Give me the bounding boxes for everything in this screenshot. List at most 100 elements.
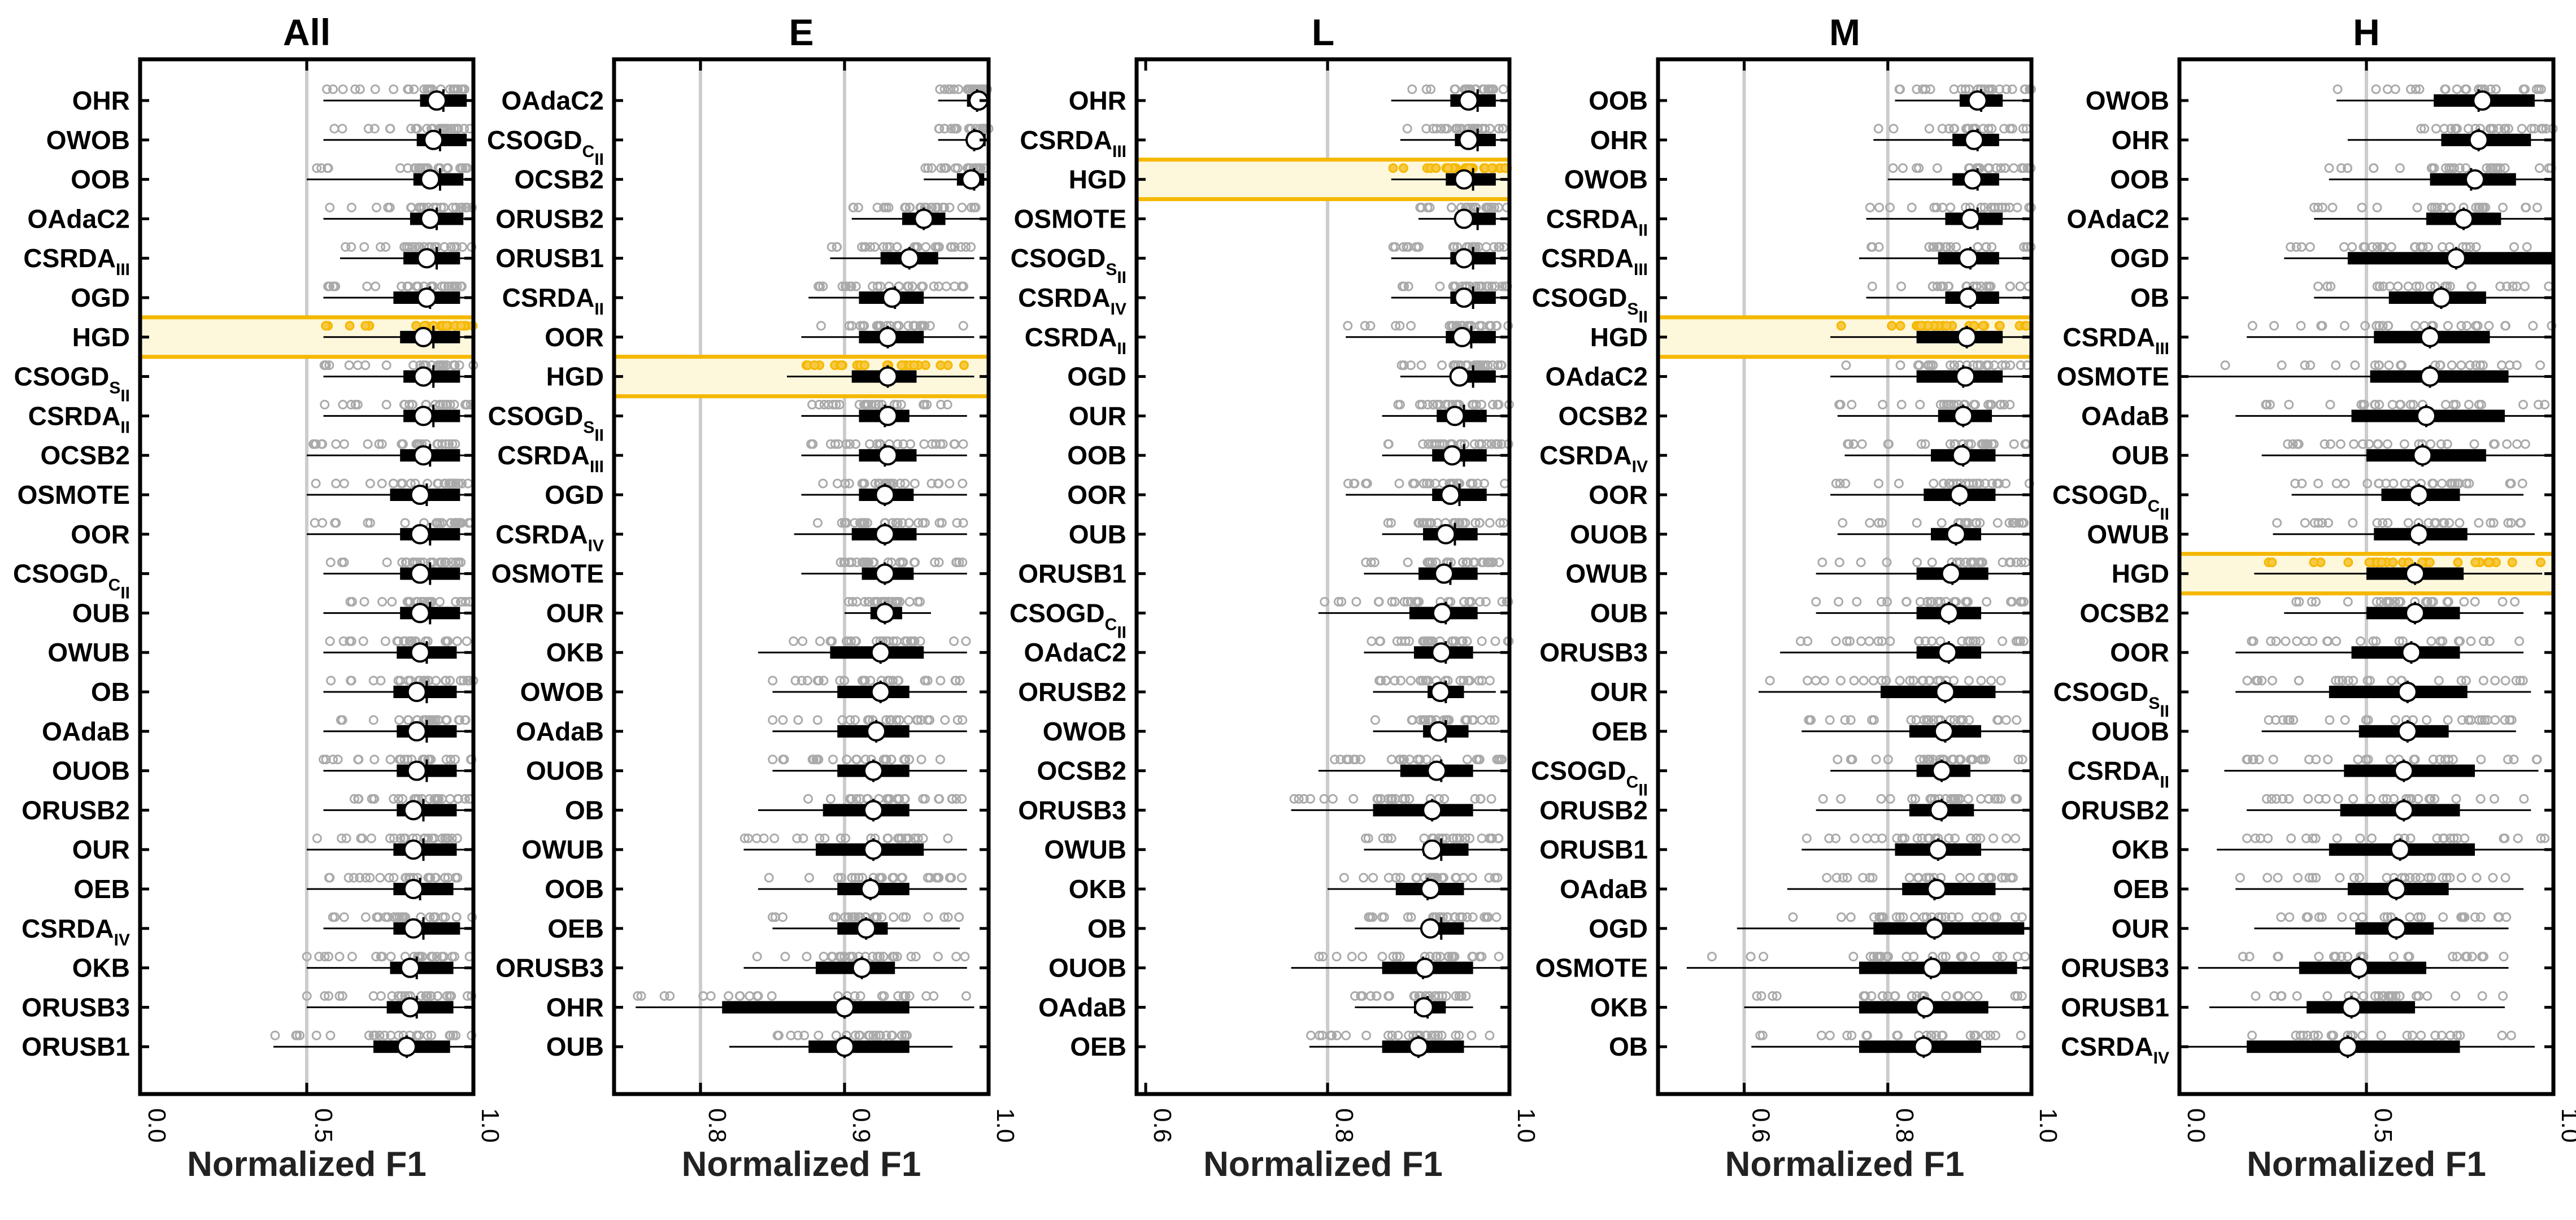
category-label: OAdaC2 bbox=[1024, 638, 1126, 667]
data-point bbox=[1978, 873, 1988, 883]
mean-marker bbox=[834, 1036, 855, 1057]
box-row: OSMOTE bbox=[1014, 202, 1512, 233]
box-row: OOB bbox=[2110, 163, 2556, 194]
category-label: OB bbox=[1087, 914, 1126, 943]
data-point bbox=[949, 124, 959, 134]
data-point bbox=[397, 991, 407, 1001]
data-point bbox=[2474, 715, 2484, 725]
data-point bbox=[311, 439, 321, 449]
category-label: OUB bbox=[546, 1032, 604, 1061]
box-row: OEB bbox=[1591, 715, 2025, 746]
box bbox=[1873, 922, 2025, 935]
x-tick-label: 1.0 bbox=[476, 1108, 504, 1143]
mean-marker bbox=[1913, 1036, 1934, 1057]
data-point bbox=[333, 755, 343, 765]
data-point bbox=[2540, 833, 2550, 843]
data-point bbox=[2388, 478, 2399, 489]
category-label: ORUSB2 bbox=[2061, 795, 2169, 825]
data-point bbox=[868, 557, 878, 568]
data-point bbox=[1415, 715, 1425, 725]
data-point bbox=[1865, 952, 1876, 962]
data-point bbox=[1995, 84, 2005, 94]
data-point bbox=[1964, 715, 1974, 725]
data-point bbox=[2265, 399, 2275, 409]
data-point bbox=[1987, 242, 1997, 252]
data-point bbox=[1928, 715, 1938, 725]
box-row: HGD bbox=[1590, 321, 2031, 352]
data-point bbox=[865, 1030, 875, 1040]
data-point bbox=[1494, 557, 1504, 568]
data-point bbox=[2485, 124, 2495, 134]
data-point bbox=[1871, 755, 1881, 765]
data-point bbox=[1893, 1030, 1903, 1040]
data-point bbox=[1817, 557, 1827, 568]
data-point bbox=[2382, 794, 2392, 804]
box-row: CSRDAIII bbox=[1541, 242, 2036, 279]
data-point bbox=[310, 518, 320, 528]
data-point bbox=[2309, 557, 2319, 568]
data-point bbox=[909, 557, 919, 568]
data-point bbox=[1439, 794, 1450, 804]
data-point bbox=[334, 991, 345, 1001]
data-point bbox=[323, 163, 333, 173]
data-point bbox=[1485, 1030, 1495, 1040]
data-point bbox=[324, 360, 334, 371]
data-point bbox=[1418, 478, 1429, 489]
data-point bbox=[1915, 399, 1925, 409]
data-point bbox=[1437, 360, 1447, 371]
data-point bbox=[2331, 636, 2342, 646]
data-point bbox=[1975, 833, 1986, 843]
data-point bbox=[1393, 399, 1403, 409]
data-point bbox=[1450, 636, 1460, 646]
data-point bbox=[2416, 912, 2426, 922]
data-point bbox=[1923, 360, 1933, 371]
category-label: ORUSB3 bbox=[1018, 795, 1126, 825]
data-point bbox=[959, 281, 969, 291]
data-point bbox=[1448, 952, 1459, 962]
data-point bbox=[441, 360, 451, 371]
category-label: CSRDAIV bbox=[21, 914, 130, 949]
data-point bbox=[2526, 124, 2536, 134]
data-point bbox=[2506, 518, 2516, 528]
mean-marker bbox=[2420, 366, 2440, 387]
category-label: OWOB bbox=[2086, 86, 2169, 115]
data-point bbox=[394, 794, 404, 804]
data-point bbox=[956, 873, 967, 883]
data-point bbox=[1422, 518, 1432, 528]
data-point bbox=[2379, 912, 2390, 922]
data-point bbox=[2302, 1030, 2312, 1040]
data-point bbox=[859, 478, 869, 489]
data-point bbox=[897, 360, 907, 371]
data-point bbox=[778, 912, 788, 922]
data-point bbox=[2385, 596, 2395, 607]
data-point bbox=[1992, 715, 2003, 725]
data-point bbox=[451, 242, 462, 252]
data-point bbox=[314, 952, 324, 962]
data-point bbox=[2336, 163, 2346, 173]
data-point bbox=[1981, 242, 1991, 252]
data-point bbox=[2424, 794, 2434, 804]
data-point bbox=[869, 242, 880, 252]
data-point bbox=[887, 952, 898, 962]
data-point bbox=[2507, 557, 2517, 568]
category-label: OHR bbox=[546, 992, 604, 1022]
data-point bbox=[442, 833, 452, 843]
data-point bbox=[926, 202, 936, 212]
data-point bbox=[1865, 202, 1875, 212]
data-point bbox=[1846, 912, 1856, 922]
data-point bbox=[954, 912, 964, 922]
data-point bbox=[339, 557, 349, 568]
mean-marker bbox=[403, 839, 424, 860]
data-point bbox=[903, 715, 913, 725]
data-point bbox=[2285, 912, 2295, 922]
data-point bbox=[1873, 636, 1883, 646]
data-point bbox=[922, 399, 932, 409]
data-point bbox=[911, 952, 921, 962]
data-point bbox=[1475, 596, 1485, 607]
data-point bbox=[900, 202, 910, 212]
mean-marker bbox=[406, 760, 427, 781]
data-point bbox=[878, 242, 889, 252]
data-point bbox=[2311, 755, 2321, 765]
data-point bbox=[870, 478, 880, 489]
data-point bbox=[1459, 676, 1469, 686]
